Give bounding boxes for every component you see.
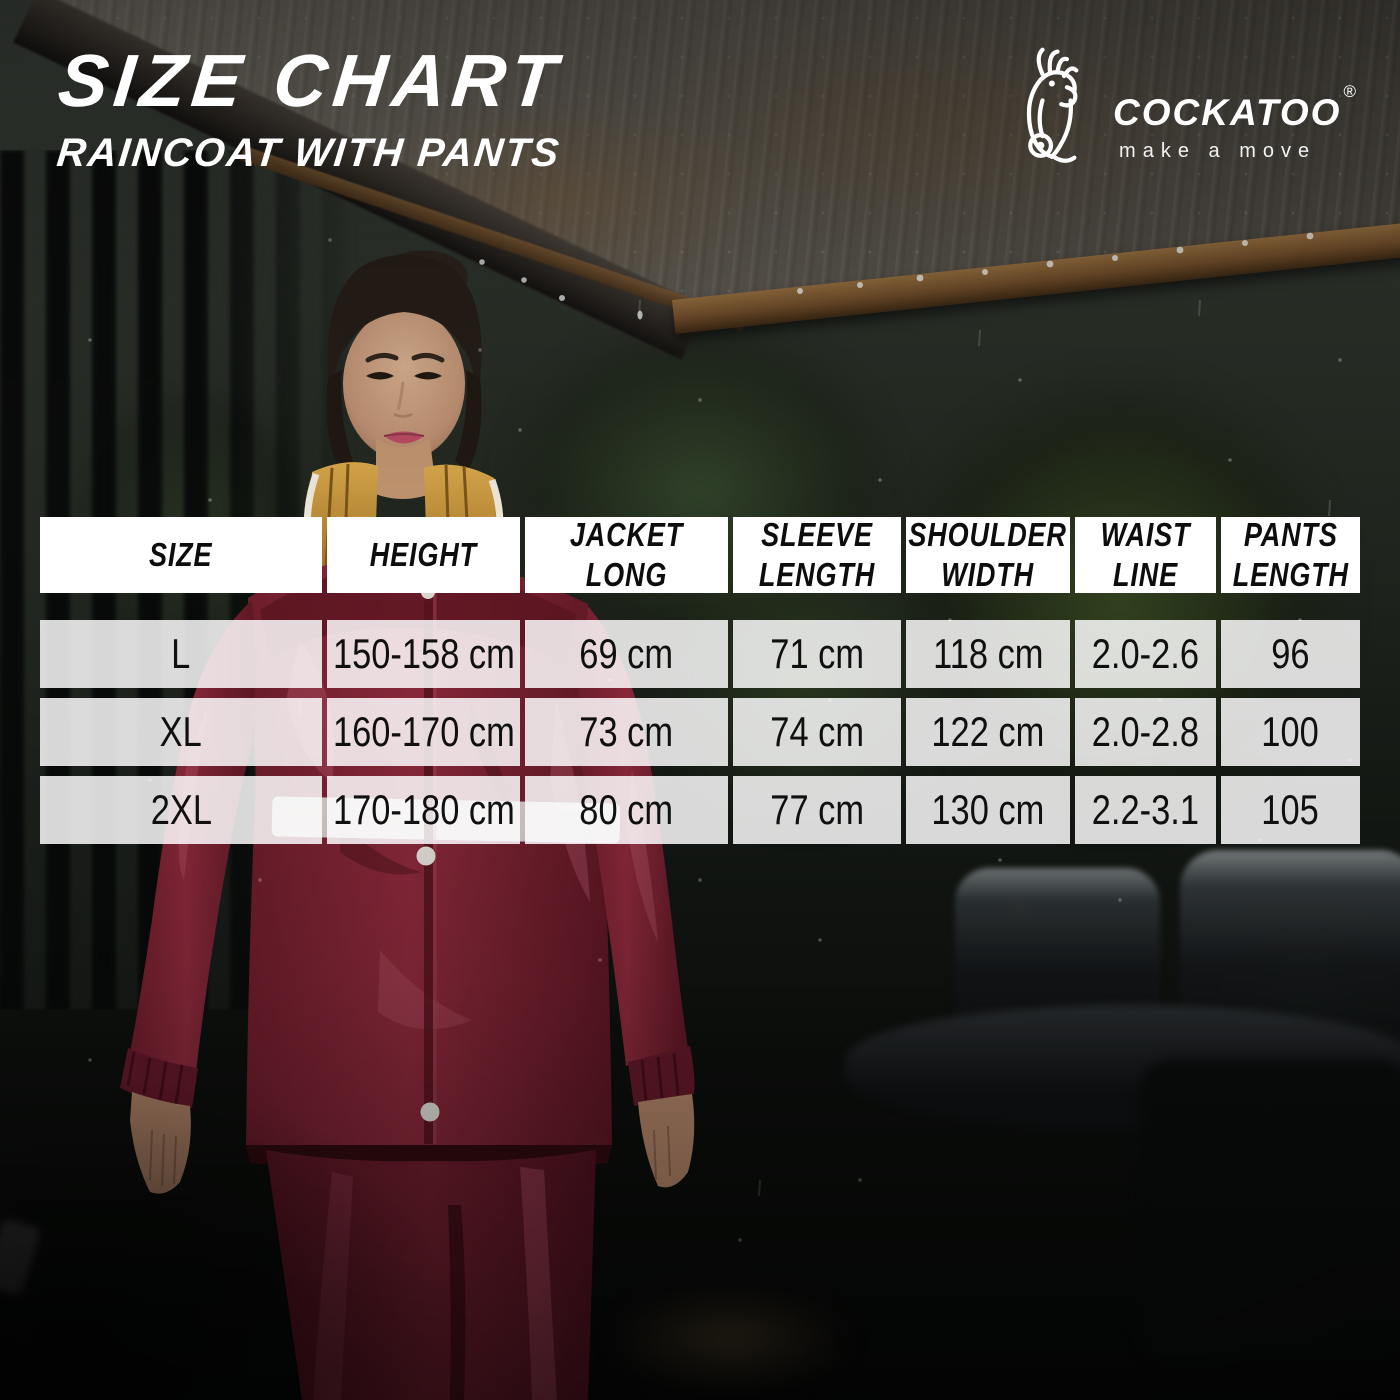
col-header-shoulder-width: SHOULDER WIDTH	[906, 515, 1070, 593]
cell-jacket-long: 69 cm	[525, 620, 728, 688]
cell-height: 150-158 cm	[327, 620, 520, 688]
cell-pants-length: 105	[1221, 776, 1360, 844]
cell-waist-line: 2.0-2.8	[1075, 698, 1216, 766]
cell-value: 122 cm	[931, 708, 1045, 755]
table-row-l: L 150-158 cm 69 cm 71 cm 118 cm 2.0-2.6 …	[40, 620, 1360, 688]
cockatoo-bird-icon	[1026, 47, 1079, 163]
cell-height: 160-170 cm	[327, 698, 520, 766]
cell-value: 74 cm	[770, 708, 864, 755]
col-header-pants-length: PANTS LENGTH	[1221, 515, 1360, 593]
cell-value: 130 cm	[931, 786, 1045, 833]
cell-value: 73 cm	[579, 708, 674, 755]
col-header-waist-line: WAIST LINE	[1075, 515, 1216, 593]
cell-value: 100	[1261, 708, 1320, 755]
cell-value: 77 cm	[770, 786, 864, 833]
col-header-label: HEIGHT	[369, 535, 478, 573]
brand-logo: COCKATOO® make a move	[1010, 46, 1358, 168]
cell-sleeve-length: 71 cm	[733, 620, 901, 688]
col-header-label: JACKET LONG	[569, 515, 684, 593]
cell-size: 2XL	[40, 776, 322, 844]
cell-shoulder-width: 122 cm	[906, 698, 1070, 766]
page-subtitle: RAINCOAT WITH PANTS	[54, 131, 563, 175]
cell-pants-length: 100	[1221, 698, 1360, 766]
cell-value: 160-170 cm	[332, 708, 515, 755]
cell-size: L	[40, 620, 322, 688]
table-header-row: SIZE HEIGHT JACKET LONG SLEEVE LENGTH SH…	[40, 515, 1360, 593]
cell-jacket-long: 73 cm	[525, 698, 728, 766]
page-title: SIZE CHART	[54, 39, 566, 122]
brand-text: COCKATOO® make a move	[1113, 82, 1358, 163]
cell-value: 69 cm	[579, 630, 674, 677]
cell-value: 71 cm	[770, 630, 864, 677]
cell-value: 118 cm	[932, 630, 1044, 677]
brand-name-text: COCKATOO	[1113, 92, 1342, 133]
cell-waist-line: 2.0-2.6	[1075, 620, 1216, 688]
col-header-label: SIZE	[149, 535, 213, 573]
col-header-sleeve-length: SLEEVE LENGTH	[733, 515, 901, 593]
cell-value: L	[171, 630, 191, 677]
cell-value: 2.0-2.6	[1091, 630, 1200, 677]
col-header-label: SLEEVE LENGTH	[758, 515, 876, 593]
cell-sleeve-length: 74 cm	[733, 698, 901, 766]
title-block: SIZE CHART RAINCOAT WITH PANTS	[55, 39, 566, 175]
cell-value: 105	[1261, 786, 1320, 833]
cell-value: 2XL	[150, 786, 212, 833]
cell-value: 2.0-2.8	[1091, 708, 1200, 755]
registered-mark: ®	[1343, 82, 1358, 101]
cell-jacket-long: 80 cm	[525, 776, 728, 844]
cell-shoulder-width: 130 cm	[906, 776, 1070, 844]
cell-size: XL	[40, 698, 322, 766]
col-header-jacket-long: JACKET LONG	[525, 515, 728, 593]
col-header-label: WAIST LINE	[1100, 515, 1191, 593]
table-row-2xl: 2XL 170-180 cm 80 cm 77 cm 130 cm 2.2-3.…	[40, 776, 1360, 844]
col-header-label: SHOULDER WIDTH	[908, 515, 1068, 593]
brand-name: COCKATOO®	[1113, 82, 1358, 134]
cell-pants-length: 96	[1221, 620, 1360, 688]
cell-value: 2.2-3.1	[1091, 786, 1200, 833]
cell-waist-line: 2.2-3.1	[1075, 776, 1216, 844]
cell-value: 170-180 cm	[332, 786, 515, 833]
table-row-xl: XL 160-170 cm 73 cm 74 cm 122 cm 2.0-2.8…	[40, 698, 1360, 766]
cell-value: 80 cm	[579, 786, 674, 833]
cell-value: 96	[1271, 630, 1310, 677]
col-header-size: SIZE	[40, 517, 322, 593]
cell-height: 170-180 cm	[327, 776, 520, 844]
cell-sleeve-length: 77 cm	[733, 776, 901, 844]
col-header-height: HEIGHT	[327, 517, 520, 593]
cell-value: 150-158 cm	[332, 630, 515, 677]
cell-value: XL	[159, 708, 203, 755]
size-table: SIZE HEIGHT JACKET LONG SLEEVE LENGTH SH…	[40, 515, 1360, 844]
col-header-label: PANTS LENGTH	[1232, 515, 1349, 593]
cell-shoulder-width: 118 cm	[906, 620, 1070, 688]
brand-tagline: make a move	[1119, 140, 1317, 162]
